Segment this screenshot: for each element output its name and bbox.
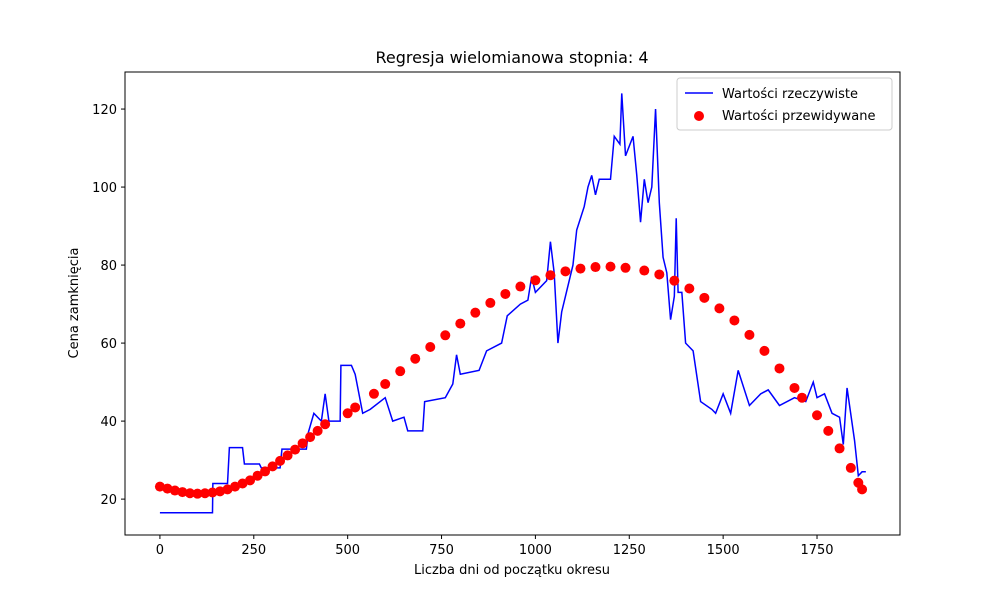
scatter-point (350, 402, 361, 413)
scatter-point (252, 470, 263, 481)
scatter-point (320, 419, 331, 430)
scatter-point (530, 275, 541, 286)
scatter-point (834, 443, 845, 454)
scatter-point (590, 262, 601, 273)
scatter-point (297, 438, 308, 449)
legend-label: Wartości przewidywane (722, 109, 876, 124)
x-tick-label: 0 (156, 543, 164, 558)
scatter-point (440, 330, 451, 341)
scatter-point (275, 455, 286, 466)
scatter-point (177, 487, 188, 498)
scatter-point (245, 475, 256, 486)
x-tick-label: 1750 (800, 543, 833, 558)
scatter-point (199, 488, 210, 499)
x-tick-label: 250 (241, 543, 266, 558)
x-tick-label: 1000 (519, 543, 552, 558)
scatter-point (823, 425, 834, 436)
scatter-point (290, 444, 301, 455)
scatter-point (654, 269, 665, 280)
scatter-point (796, 392, 807, 403)
scatter-point (282, 450, 293, 461)
scatter-point (605, 261, 616, 272)
scatter-point (162, 483, 173, 494)
y-tick-label: 80 (100, 259, 117, 274)
x-axis-label: Liczba dni od początku okresu (414, 563, 610, 578)
scatter-point (699, 292, 710, 303)
scatter-point (639, 265, 650, 276)
y-tick-label: 20 (100, 493, 117, 508)
scatter-point (620, 262, 631, 273)
legend-box (676, 77, 893, 131)
scatter-point (774, 363, 785, 374)
scatter-point (410, 353, 421, 364)
x-tick-label: 500 (335, 543, 360, 558)
scatter-point (759, 345, 770, 356)
scatter-point (545, 270, 556, 281)
scatter-point (207, 487, 218, 498)
scatter-point (154, 481, 165, 492)
scatter-point (485, 297, 496, 308)
y-tick-label: 100 (92, 181, 117, 196)
scatter-point (267, 461, 278, 472)
scatter-point (192, 488, 203, 499)
data-line (159, 93, 866, 514)
scatter-point (305, 432, 316, 443)
scatter-point (744, 329, 755, 340)
scatter-point (169, 485, 180, 496)
scatter-point (575, 263, 586, 274)
scatter-point (789, 382, 800, 393)
scatter-point (395, 366, 406, 377)
scatter-point (222, 484, 233, 495)
y-axis-label: Cena zamknięcia (67, 248, 82, 359)
scatter-point (669, 275, 680, 286)
scatter-point (184, 488, 195, 499)
scatter-point (214, 486, 225, 497)
scatter-point (237, 478, 248, 489)
y-tick-label: 120 (92, 103, 117, 118)
x-tick-label: 1500 (707, 543, 740, 558)
scatter-point (560, 266, 571, 277)
x-tick-label: 1250 (613, 543, 646, 558)
scatter-point (368, 388, 379, 399)
scatter-point (312, 425, 323, 436)
scatter-point (230, 481, 241, 492)
y-tick-label: 60 (100, 337, 117, 352)
scatter-point (455, 318, 466, 329)
scatter-point (812, 410, 823, 421)
scatter-point (857, 484, 868, 495)
x-tick-label: 750 (429, 543, 454, 558)
scatter-point (260, 466, 271, 477)
scatter-point (684, 283, 695, 294)
legend-label: Wartości rzeczywiste (722, 87, 858, 102)
scatter-point (425, 341, 436, 352)
scatter-point (714, 303, 725, 314)
y-tick-label: 40 (100, 415, 117, 430)
scatter-point (470, 307, 481, 318)
plot-frame (124, 71, 901, 536)
scatter-point (342, 408, 353, 419)
legend-marker (694, 111, 704, 121)
scatter-point (845, 462, 856, 473)
chart-title: Regresja wielomianowa stopnia: 4 (375, 48, 648, 67)
scatter-point (515, 281, 526, 292)
scatter-point (729, 315, 740, 326)
scatter-point (500, 288, 511, 299)
scatter-point (380, 379, 391, 390)
